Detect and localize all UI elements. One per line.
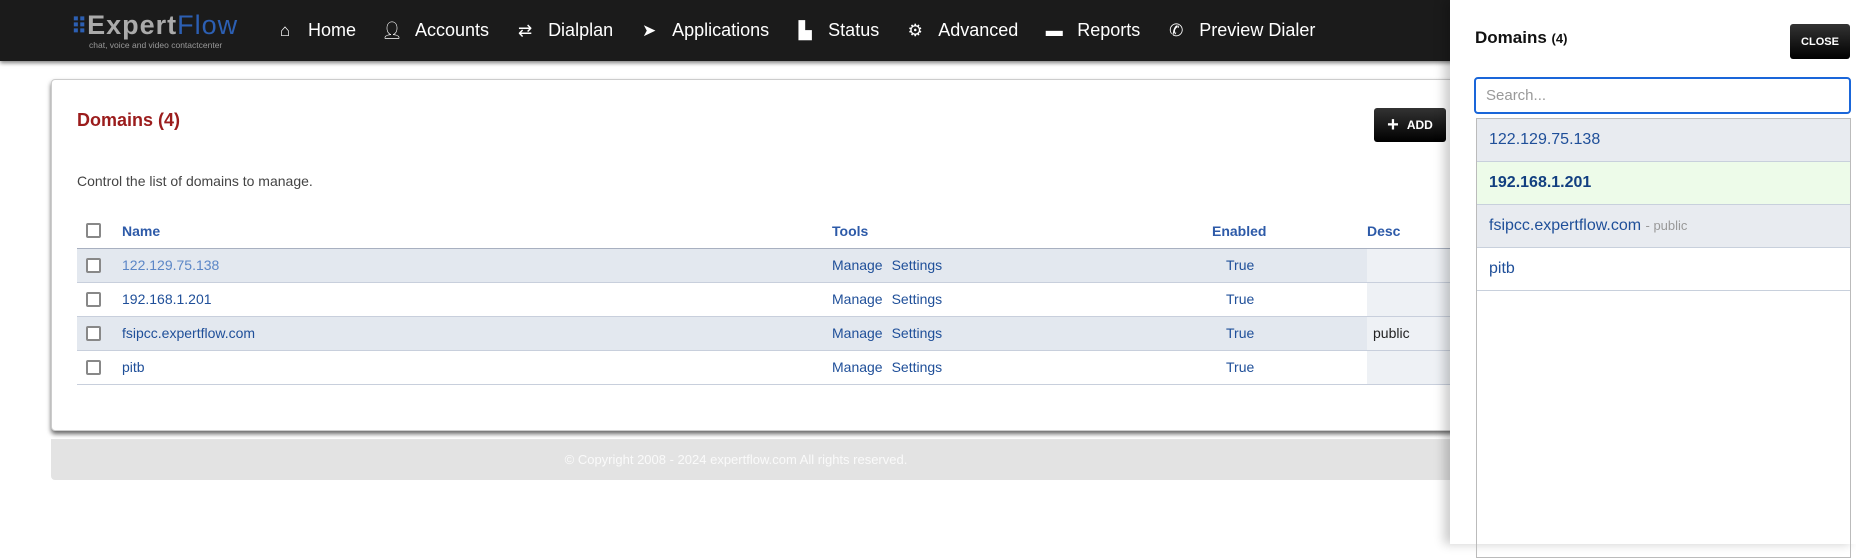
- list-item-name: fsipcc.expertflow.com: [1489, 217, 1642, 234]
- main-menu: ⌂ Home 👤︎ Accounts ⇄ Dialplan ➤ Applications…: [274, 0, 1340, 61]
- exchange-icon: ⇄: [517, 20, 533, 40]
- settings-link[interactable]: Settings: [891, 257, 943, 273]
- domain-name[interactable]: 122.129.75.138: [122, 248, 832, 283]
- list-item[interactable]: pitb: [1477, 248, 1850, 291]
- nav-label: Home: [308, 20, 357, 40]
- phone-icon: ✆: [1169, 20, 1184, 40]
- table-row[interactable]: fsipcc.expertflow.com Manage Settings Tru…: [77, 316, 1497, 351]
- domain-list: 122.129.75.138 192.168.1.201 fsipcc.expe…: [1476, 118, 1851, 558]
- nav-dialplan[interactable]: ⇄ Dialplan: [514, 20, 613, 41]
- logo-tagline: chat, voice and video contactcenter: [89, 40, 223, 50]
- paper-plane-icon: ➤: [641, 20, 657, 40]
- search-input[interactable]: [1474, 77, 1851, 114]
- page-description: Control the list of domains to manage.: [77, 173, 313, 189]
- col-enabled[interactable]: Enabled: [1212, 214, 1367, 249]
- plus-icon: +: [1387, 113, 1399, 136]
- domain-name[interactable]: fsipcc.expertflow.com: [122, 316, 832, 351]
- nav-applications[interactable]: ➤ Applications: [638, 20, 769, 41]
- nav-label: Applications: [672, 20, 770, 40]
- panel-title-text: Domains: [1475, 28, 1547, 47]
- manage-link[interactable]: Manage: [832, 359, 883, 375]
- settings-link[interactable]: Settings: [891, 359, 943, 375]
- list-item[interactable]: 122.129.75.138: [1477, 119, 1850, 162]
- row-checkbox[interactable]: [86, 291, 101, 307]
- row-checkbox[interactable]: [86, 325, 101, 341]
- list-item-name: 192.168.1.201: [1489, 174, 1592, 191]
- nav-accounts[interactable]: 👤︎ Accounts: [381, 20, 489, 41]
- panel-count: (4): [1551, 31, 1568, 46]
- col-tools: Tools: [832, 214, 1212, 249]
- domain-name[interactable]: 192.168.1.201: [122, 282, 832, 317]
- nav-label: Status: [828, 20, 880, 40]
- list-item-name: 122.129.75.138: [1489, 131, 1601, 148]
- enabled-value: True: [1212, 248, 1367, 283]
- settings-link[interactable]: Settings: [891, 325, 943, 341]
- gear-icon: ⚙: [907, 20, 923, 40]
- domain-selector-panel: Domains (4) CLOSE 122.129.75.138 192.168…: [1450, 0, 1856, 558]
- nav-preview-dialer[interactable]: ✆ Preview Dialer: [1165, 20, 1315, 41]
- add-button[interactable]: + ADD: [1374, 108, 1446, 142]
- enabled-value: True: [1212, 316, 1367, 351]
- select-all-checkbox[interactable]: [86, 223, 101, 239]
- manage-link[interactable]: Manage: [832, 257, 883, 273]
- col-name[interactable]: Name: [122, 214, 832, 249]
- list-item[interactable]: fsipcc.expertflow.com - public: [1477, 205, 1850, 248]
- report-icon: ▬: [1045, 20, 1063, 40]
- bar-chart-icon: ▙: [798, 20, 812, 40]
- list-item-desc: - public: [1645, 218, 1688, 233]
- add-label: ADD: [1406, 118, 1433, 132]
- nav-reports[interactable]: ▬ Reports: [1043, 20, 1141, 41]
- nav-home[interactable]: ⌂ Home: [274, 20, 356, 41]
- enabled-value: True: [1212, 282, 1367, 317]
- close-button[interactable]: CLOSE: [1790, 24, 1850, 59]
- row-checkbox[interactable]: [86, 359, 101, 375]
- logo-text-accent: Flow: [177, 10, 239, 40]
- nav-label: Preview Dialer: [1199, 20, 1316, 40]
- list-item-name: pitb: [1489, 260, 1515, 277]
- table-row[interactable]: pitb Manage Settings True: [77, 350, 1497, 385]
- panel-title: Domains (4): [1475, 28, 1567, 48]
- footer-copyright: © Copyright 2008 - 2024 expertflow.com A…: [51, 439, 1471, 480]
- table-header: Name Tools Enabled Desc: [77, 214, 1497, 249]
- list-item-selected[interactable]: 192.168.1.201: [1477, 162, 1850, 205]
- logo-text: Expert: [87, 10, 178, 40]
- manage-link[interactable]: Manage: [832, 291, 883, 307]
- nav-label: Reports: [1077, 20, 1141, 40]
- logo-dots-icon: ⠿: [71, 14, 87, 39]
- row-checkbox[interactable]: [86, 257, 101, 273]
- domain-name[interactable]: pitb: [122, 350, 832, 385]
- nav-label: Advanced: [938, 20, 1019, 40]
- expertflow-logo[interactable]: ⠿ExpertFlow chat, voice and video contac…: [71, 10, 241, 51]
- settings-link[interactable]: Settings: [891, 291, 943, 307]
- enabled-value: True: [1212, 350, 1367, 385]
- manage-link[interactable]: Manage: [832, 325, 883, 341]
- nav-label: Accounts: [415, 20, 490, 40]
- user-icon: 👤︎: [381, 20, 403, 40]
- domains-card: Domains (4) + ADD Control the list of dom…: [51, 79, 1497, 431]
- nav-advanced[interactable]: ⚙ Advanced: [904, 20, 1019, 41]
- home-icon: ⌂: [279, 20, 291, 40]
- page-title: Domains (4): [77, 110, 181, 130]
- table-row[interactable]: 192.168.1.201 Manage Settings True: [77, 282, 1497, 317]
- table-row[interactable]: 122.129.75.138 Manage Settings True: [77, 248, 1497, 283]
- nav-status[interactable]: ▙ Status: [794, 20, 880, 41]
- domains-table: Name Tools Enabled Desc 122.129.75.138 M…: [77, 214, 1497, 385]
- nav-label: Dialplan: [548, 20, 614, 40]
